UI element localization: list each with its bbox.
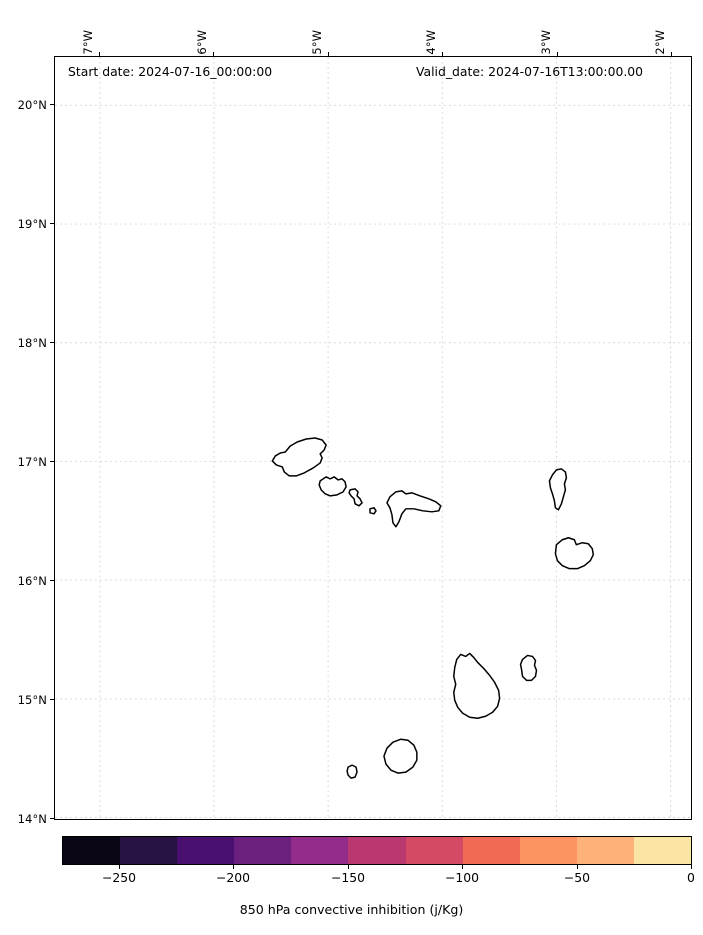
island-sao-vicente — [318, 476, 347, 497]
colorbar-band — [348, 837, 406, 864]
valid-date-title: Valid_date: 2024-07-16T13:00:00.00 — [416, 64, 644, 79]
colorbar-tickmark — [462, 865, 463, 869]
yaxis-tick-label-14n: 14°N — [17, 812, 47, 826]
xaxis-tickmark — [213, 52, 214, 56]
island-boa-vista — [554, 536, 595, 570]
colorbar-tick-label-200: −200 — [215, 870, 251, 885]
coastline-layer — [271, 437, 595, 779]
island-santo-antao — [271, 437, 327, 477]
colorbar-band — [576, 837, 634, 864]
island-maio — [519, 654, 538, 682]
xaxis-tickmark — [671, 52, 672, 56]
yaxis-tickmark — [50, 580, 54, 581]
yaxis-tick-label-20n: 20°N — [17, 98, 47, 112]
xaxis-tickmark — [328, 52, 329, 56]
yaxis-tick-label-15n: 15°N — [17, 693, 47, 707]
start-date-title: Start date: 2024-07-16_00:00:00 — [68, 64, 273, 79]
island-fogo — [383, 738, 418, 774]
colorbar[interactable] — [62, 836, 692, 865]
colorbar-tickmark — [691, 865, 692, 869]
yaxis-tickmark — [50, 104, 54, 105]
yaxis-tickmark — [50, 223, 54, 224]
yaxis-tickmark — [50, 461, 54, 462]
colorbar-tickmark — [348, 865, 349, 869]
island-santa-luzia — [348, 488, 363, 507]
colorbar-band — [633, 837, 691, 864]
yaxis-tickmark — [50, 342, 54, 343]
yaxis-tick-label-17n: 17°N — [17, 455, 47, 469]
xaxis-tickmark — [442, 52, 443, 56]
island-sao-nicolau — [386, 490, 442, 528]
colorbar-band — [177, 837, 235, 864]
yaxis-tick-label-19n: 19°N — [17, 217, 47, 231]
colorbar-tickmark — [119, 865, 120, 869]
gridlines — [55, 57, 691, 819]
colorbar-tick-label-0: 0 — [687, 870, 695, 885]
yaxis-tickmark — [50, 699, 54, 700]
colorbar-band — [234, 837, 292, 864]
yaxis-tick-label-18n: 18°N — [17, 336, 47, 350]
colorbar-band — [291, 837, 349, 864]
colorbar-band — [405, 837, 463, 864]
colorbar-tick-label-100: −100 — [444, 870, 480, 885]
map-plot-area[interactable] — [54, 56, 692, 820]
island-sal — [548, 468, 568, 511]
xaxis-tickmark — [99, 52, 100, 56]
colorbar-tick-label-250: −250 — [101, 870, 137, 885]
island-santiago — [452, 652, 501, 720]
colorbar-tick-label-50: −50 — [563, 870, 591, 885]
island-branco-raso — [369, 507, 377, 515]
colorbar-tick-label-150: −150 — [330, 870, 366, 885]
colorbar-tickmark — [233, 865, 234, 869]
yaxis-tickmark — [50, 818, 54, 819]
colorbar-band — [120, 837, 178, 864]
colorbar-band — [63, 837, 121, 864]
colorbar-tickmark — [577, 865, 578, 869]
colorbar-band — [462, 837, 520, 864]
colorbar-band — [519, 837, 577, 864]
yaxis-tick-label-16n: 16°N — [17, 574, 47, 588]
xaxis-tickmark — [557, 52, 558, 56]
island-brava — [346, 764, 358, 779]
colorbar-axis-label: 850 hPa convective inhibition (j/Kg) — [239, 902, 464, 917]
